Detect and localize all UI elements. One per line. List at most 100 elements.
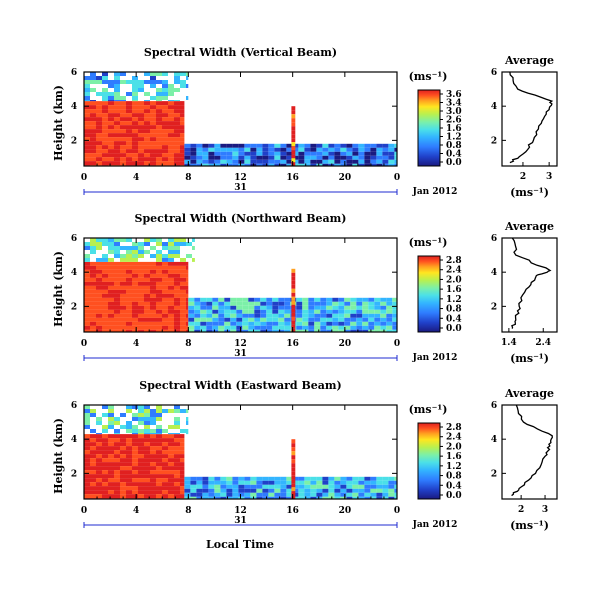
heatmap-cell: [84, 321, 90, 326]
heatmap-cell: [84, 478, 90, 483]
heatmap-cell: [346, 488, 353, 493]
heatmap-cell: [184, 163, 191, 166]
heatmap-cell: [344, 329, 351, 332]
heatmap-cell: [90, 301, 96, 306]
heatmap-cell: [374, 301, 381, 306]
heatmap-cell: [84, 100, 90, 102]
heatmap-cell: [266, 309, 273, 314]
heatmap-cell: [310, 159, 317, 164]
heatmap-cell: [180, 242, 186, 246]
heatmap-cell: [138, 246, 144, 250]
heatmap-cell: [114, 478, 120, 483]
heatmap-cell: [308, 313, 315, 318]
heatmap-cell: [388, 163, 395, 166]
heatmap-cell: [286, 484, 293, 489]
heatmap-cell: [316, 155, 323, 160]
x-tick-label: 4: [133, 339, 139, 349]
heatmap-cell: [144, 289, 150, 294]
heatmap-cell: [274, 496, 281, 499]
heatmap-cell: [150, 129, 156, 134]
heatmap-cell: [350, 301, 357, 306]
profile-y-tick-label: 4: [491, 435, 497, 445]
heatmap-cell: [126, 109, 132, 114]
heatmap-cell: [102, 474, 108, 479]
heatmap-cell: [90, 109, 96, 114]
heatmap-cell: [208, 492, 215, 497]
heatmap-cell: [230, 305, 237, 310]
heatmap-cell: [180, 442, 185, 447]
heatmap-cell: [120, 309, 126, 314]
heatmap-cell: [284, 305, 291, 310]
heatmap-cell: [138, 494, 144, 499]
heatmap-cell: [84, 84, 90, 88]
heatmap-cell: [126, 470, 132, 475]
heatmap-cell: [254, 325, 261, 330]
heatmap-cell: [346, 480, 353, 485]
heatmap-cell: [236, 317, 243, 322]
heatmap-cell: [84, 273, 90, 278]
heatmap-cell: [102, 277, 108, 282]
heatmap-cell: [96, 149, 102, 154]
heatmap-cell: [356, 297, 363, 302]
heatmap-cell: [280, 163, 287, 166]
y-tick-label: 6: [71, 401, 77, 411]
heatmap-cell: [308, 325, 315, 330]
heatmap-cell: [144, 438, 150, 443]
heatmap-cell: [308, 301, 315, 306]
heatmap-cell: [254, 305, 261, 310]
heatmap-cell: [291, 288, 296, 293]
heatmap-cell: [200, 297, 207, 302]
heatmap-cell: [374, 329, 381, 332]
heatmap-cell: [268, 155, 275, 160]
heatmap-cell: [120, 321, 126, 326]
heatmap-cell: [114, 442, 120, 447]
heatmap-cell: [248, 329, 255, 332]
heatmap-cell: [394, 143, 397, 148]
heatmap-cell: [162, 313, 168, 318]
heatmap-cell: [314, 329, 321, 332]
heatmap-cell: [120, 137, 126, 142]
heatmap-cell: [320, 321, 327, 326]
heatmap-cell: [180, 490, 185, 495]
heatmap-cell: [156, 462, 162, 467]
heatmap-cell: [274, 155, 281, 160]
heatmap-cell: [382, 492, 389, 497]
heatmap-cell: [144, 301, 150, 306]
heatmap-cell: [132, 309, 138, 314]
heatmap-cell: [156, 434, 162, 439]
heatmap-cell: [278, 301, 285, 306]
heatmap-cell: [156, 494, 162, 499]
heatmap-cell: [90, 137, 96, 142]
heatmap-cell: [150, 309, 156, 314]
colorbar-tick-label: 0.4: [446, 481, 462, 491]
heatmap-cell: [168, 277, 174, 282]
heatmap-cell: [244, 488, 251, 493]
heatmap-cell: [168, 470, 174, 475]
y-tick-label: 2: [71, 136, 77, 146]
heatmap-cell: [196, 163, 203, 166]
heatmap-cell: [150, 482, 156, 487]
heatmap-cell: [96, 281, 102, 286]
y-tick-label: 6: [71, 234, 77, 244]
heatmap-cell: [96, 117, 102, 122]
x-tick-label: 12: [234, 173, 247, 183]
heatmap-cell: [126, 137, 132, 142]
heatmap-cell: [262, 492, 269, 497]
heatmap-cell: [226, 484, 233, 489]
heatmap-cell: [266, 297, 273, 302]
heatmap-cell: [376, 484, 383, 489]
heatmap-cell: [202, 143, 209, 148]
heatmap-cell: [96, 161, 102, 166]
heatmap-cell: [200, 329, 207, 332]
heatmap-cell: [126, 125, 132, 130]
heatmap-cell: [102, 442, 108, 447]
heatmap-cell: [262, 484, 269, 489]
heatmap-cell: [250, 480, 257, 485]
heatmap-cell: [114, 309, 120, 314]
heatmap-cell: [102, 80, 108, 84]
heatmap-cell: [180, 462, 185, 467]
heatmap-cell: [144, 250, 150, 254]
heatmap-cell: [108, 329, 114, 332]
heatmap-cell: [302, 317, 309, 322]
